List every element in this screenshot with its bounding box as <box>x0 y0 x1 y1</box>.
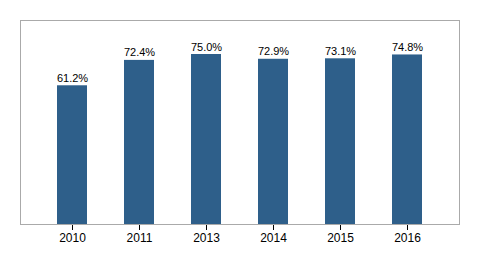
svg-text:2016: 2016 <box>394 231 421 245</box>
svg-text:2014: 2014 <box>260 231 287 245</box>
svg-text:75.0%: 75.0% <box>191 41 222 53</box>
svg-text:61.2%: 61.2% <box>57 72 88 84</box>
svg-text:2015: 2015 <box>327 231 354 245</box>
svg-text:73.1%: 73.1% <box>325 45 356 57</box>
svg-text:2013: 2013 <box>193 231 220 245</box>
svg-text:74.8%: 74.8% <box>392 41 423 53</box>
svg-text:2010: 2010 <box>59 231 86 245</box>
svg-text:72.4%: 72.4% <box>124 46 155 58</box>
svg-text:2011: 2011 <box>127 231 153 245</box>
svg-text:72.9%: 72.9% <box>258 45 289 57</box>
